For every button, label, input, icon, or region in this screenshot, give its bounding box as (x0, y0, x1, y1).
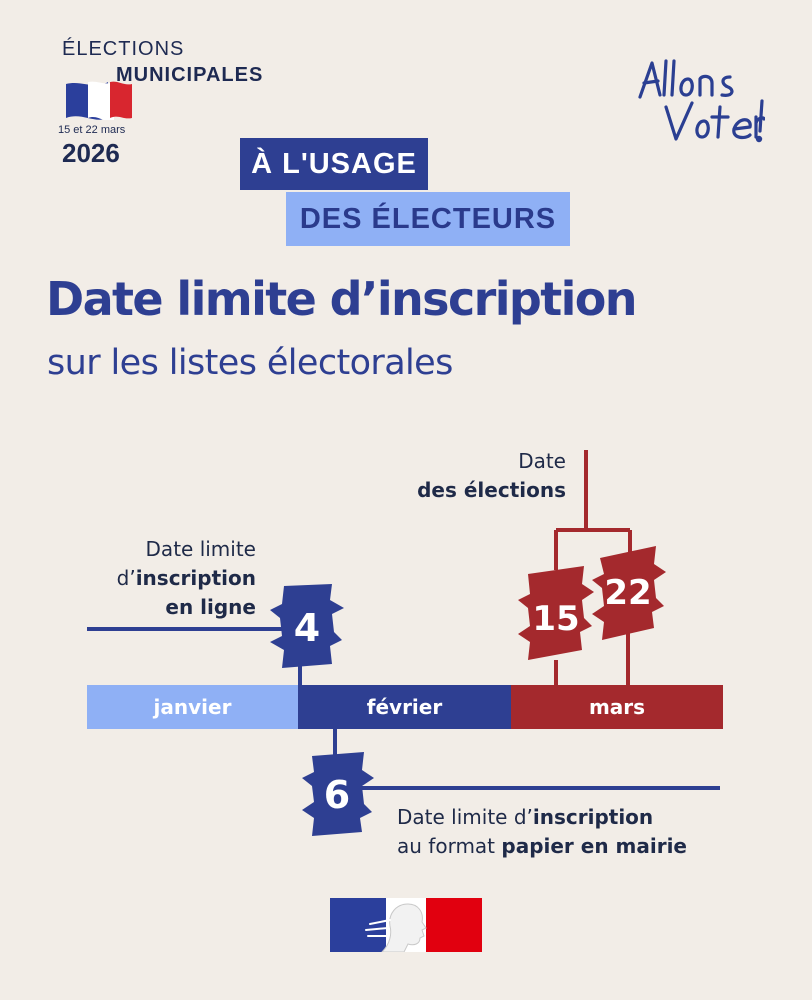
online-day-number: 4 (294, 606, 320, 650)
marianne-logo (330, 898, 482, 952)
logo-year-text: 2026 (62, 138, 120, 168)
logo-dates-text: 15 et 22 mars (58, 124, 126, 136)
paper-day-badge (302, 752, 374, 836)
month-march: mars (511, 685, 723, 729)
election-day-badge-first (518, 566, 594, 660)
online-day-badge (270, 584, 344, 668)
usage-tag-line2: DES ÉLECTEURS (286, 192, 570, 246)
month-january: janvier (87, 685, 298, 729)
paper-day-number: 6 (324, 773, 350, 817)
logo-municipales-text: MUNICIPALES (116, 64, 264, 86)
month-february: février (298, 685, 511, 729)
election-day-number-first: 15 (532, 599, 579, 639)
paper-deadline-label: Date limite d’inscription au format papi… (397, 805, 687, 858)
logo-elections-text: ÉLECTIONS (62, 38, 185, 60)
french-flag-icon (66, 81, 132, 120)
elections-label: Date des élections (417, 449, 566, 502)
election-day-number-second: 22 (604, 573, 651, 613)
allons-voter-logo (638, 59, 765, 143)
page-subtitle: sur les listes électorales (47, 343, 453, 383)
page-title: Date limite d’inscription (46, 272, 638, 326)
election-day-badge-second (592, 546, 666, 640)
usage-tag-line1: À L'USAGE (240, 138, 428, 190)
online-deadline-label: Date limite d’inscription en ligne (116, 537, 256, 619)
